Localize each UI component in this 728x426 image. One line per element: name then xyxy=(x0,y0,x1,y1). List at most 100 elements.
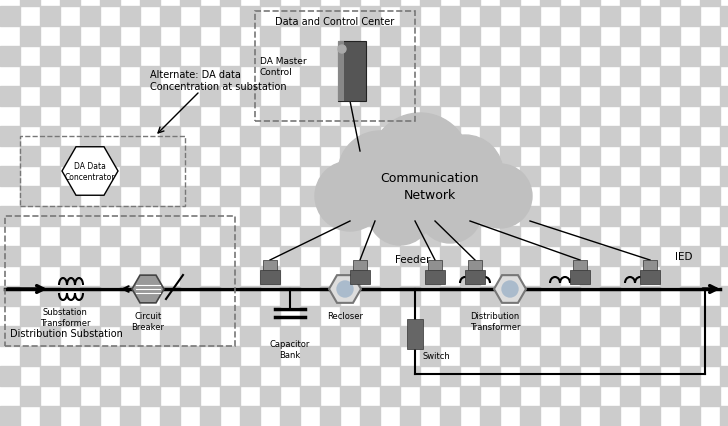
Bar xyxy=(640,167,660,187)
Bar xyxy=(680,167,700,187)
Bar xyxy=(380,67,400,87)
Bar xyxy=(720,286,728,306)
Bar xyxy=(20,346,40,366)
Bar xyxy=(600,326,620,346)
Bar xyxy=(140,266,160,286)
Bar xyxy=(540,67,560,87)
Bar xyxy=(80,326,100,346)
Bar xyxy=(320,406,340,426)
Bar xyxy=(338,42,366,102)
Bar xyxy=(580,386,600,406)
Bar xyxy=(220,227,240,246)
Bar xyxy=(200,326,220,346)
Bar xyxy=(600,207,620,227)
Bar xyxy=(220,346,240,366)
Bar xyxy=(640,286,660,306)
Bar xyxy=(140,187,160,207)
Bar xyxy=(660,27,680,47)
Text: Feeder: Feeder xyxy=(395,254,430,265)
Bar xyxy=(260,147,280,167)
Bar xyxy=(100,147,120,167)
Bar xyxy=(260,271,280,284)
Circle shape xyxy=(368,181,432,245)
Bar xyxy=(140,67,160,87)
Bar xyxy=(480,286,500,306)
Circle shape xyxy=(315,161,385,231)
Bar xyxy=(660,147,680,167)
Bar xyxy=(580,306,600,326)
Bar xyxy=(560,366,580,386)
Bar xyxy=(400,207,420,227)
Bar xyxy=(280,366,300,386)
Bar xyxy=(580,227,600,246)
Bar xyxy=(620,27,640,47)
Bar xyxy=(340,187,360,207)
Bar xyxy=(468,260,482,271)
Bar xyxy=(40,7,60,27)
Bar xyxy=(520,326,540,346)
Bar xyxy=(60,266,80,286)
Bar xyxy=(420,227,440,246)
Bar xyxy=(220,266,240,286)
Bar xyxy=(400,246,420,266)
Bar xyxy=(220,306,240,326)
Bar xyxy=(180,27,200,47)
Bar xyxy=(600,366,620,386)
Bar xyxy=(500,386,520,406)
Bar xyxy=(500,187,520,207)
Bar xyxy=(280,406,300,426)
Bar xyxy=(200,167,220,187)
Circle shape xyxy=(427,136,503,211)
Bar xyxy=(100,67,120,87)
Bar xyxy=(480,7,500,27)
Bar xyxy=(580,0,600,7)
Bar xyxy=(260,187,280,207)
Bar xyxy=(500,266,520,286)
Bar xyxy=(60,147,80,167)
Bar xyxy=(380,0,400,7)
Bar xyxy=(480,167,500,187)
Bar xyxy=(400,326,420,346)
Bar xyxy=(580,107,600,127)
Bar xyxy=(420,346,440,366)
Bar xyxy=(520,87,540,107)
Bar xyxy=(120,167,140,187)
Bar xyxy=(20,107,40,127)
Bar xyxy=(500,227,520,246)
Bar xyxy=(320,87,340,107)
Bar xyxy=(440,87,460,107)
Bar xyxy=(160,167,180,187)
Bar xyxy=(320,207,340,227)
Bar xyxy=(20,147,40,167)
Bar xyxy=(340,0,360,7)
Bar xyxy=(680,406,700,426)
Bar xyxy=(20,0,40,7)
Bar xyxy=(120,326,140,346)
Bar xyxy=(380,227,400,246)
Bar xyxy=(120,246,140,266)
Bar xyxy=(340,306,360,326)
Bar xyxy=(700,187,720,207)
Bar xyxy=(460,266,480,286)
Bar xyxy=(460,147,480,167)
Bar xyxy=(425,271,445,284)
Bar xyxy=(260,107,280,127)
Bar xyxy=(360,167,380,187)
Bar xyxy=(60,227,80,246)
Bar xyxy=(620,147,640,167)
Circle shape xyxy=(468,164,532,228)
Bar xyxy=(200,366,220,386)
Bar xyxy=(460,67,480,87)
Bar xyxy=(280,207,300,227)
Bar xyxy=(220,386,240,406)
Bar xyxy=(260,0,280,7)
Bar xyxy=(440,167,460,187)
Bar xyxy=(40,406,60,426)
Bar xyxy=(240,47,260,67)
Bar xyxy=(338,42,344,102)
Bar xyxy=(40,127,60,147)
Bar xyxy=(700,386,720,406)
Bar xyxy=(380,187,400,207)
Bar xyxy=(580,187,600,207)
Text: Capacitor
Bank: Capacitor Bank xyxy=(270,339,310,359)
